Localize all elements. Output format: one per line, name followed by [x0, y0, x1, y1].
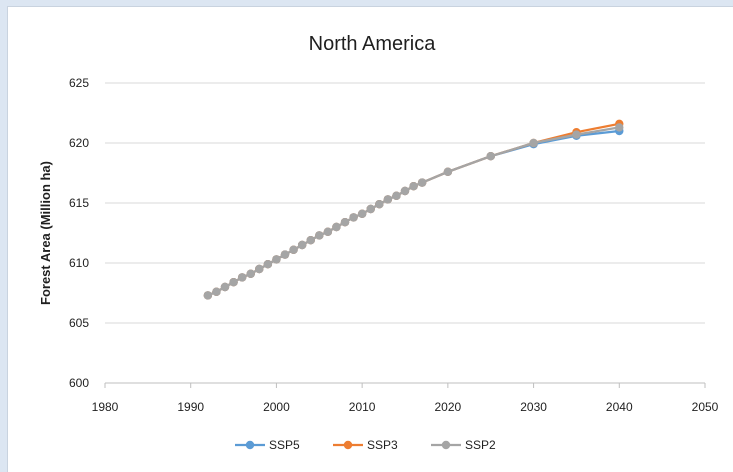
series: [203, 119, 624, 300]
legend-label: SSP5: [269, 438, 300, 452]
series-line: [207, 122, 620, 297]
data-point: [246, 269, 255, 278]
data-point: [203, 291, 213, 300]
data-point: [349, 213, 358, 222]
x-tick-label: 2040: [606, 400, 633, 414]
legend-item-ssp2: SSP2: [431, 438, 496, 452]
legend-label: SSP2: [465, 438, 496, 452]
legend-label: SSP3: [367, 438, 398, 452]
series-ssp3: [203, 119, 624, 300]
series-line: [207, 129, 620, 297]
legend-marker: [343, 440, 353, 450]
data-point: [237, 273, 247, 282]
data-point: [409, 182, 418, 191]
axes: 600 605 610 615 620 625 1980 1990 2000 2010 2020 20…: [69, 76, 719, 414]
chart-frame: [7, 6, 733, 472]
data-point: [263, 260, 273, 269]
y-tick-label: 605: [69, 316, 89, 330]
series-ssp2: [203, 123, 624, 300]
data-point: [357, 209, 367, 218]
data-point: [572, 130, 581, 139]
data-point: [400, 186, 410, 196]
data-point: [229, 278, 238, 287]
data-point: [220, 282, 230, 292]
y-tick-label: 610: [69, 256, 89, 270]
legend-item-ssp5: SSP5: [235, 438, 300, 452]
x-tick-label: 2000: [263, 400, 290, 414]
y-tick-label: 615: [69, 196, 89, 210]
data-point: [297, 240, 307, 250]
grid: [105, 82, 705, 324]
series-line: [207, 126, 620, 297]
x-tick-label: 1980: [92, 400, 119, 414]
data-point: [366, 204, 375, 214]
legend-marker: [441, 440, 451, 450]
data-point: [529, 138, 538, 148]
x-tick-label: 1990: [177, 400, 204, 414]
data-point: [323, 227, 333, 236]
series-ssp5: [203, 126, 624, 300]
data-point: [417, 178, 427, 187]
data-point: [212, 287, 221, 296]
x-tick-label: 2020: [435, 400, 462, 414]
y-tick-label: 600: [69, 376, 89, 390]
x-tick-label: 2010: [349, 400, 376, 414]
data-point: [289, 245, 298, 254]
data-point: [332, 222, 341, 232]
data-point: [443, 167, 453, 176]
x-tick-label: 2030: [520, 400, 547, 414]
data-point: [315, 231, 324, 240]
data-point: [340, 218, 350, 227]
x-tick-label: 2050: [692, 400, 719, 414]
data-point: [486, 152, 495, 161]
y-axis-label: Forest Area (Million ha): [38, 161, 53, 305]
data-point: [272, 255, 281, 264]
legend: SSP5 SSP3 SSP2: [235, 438, 496, 452]
data-point: [375, 200, 384, 209]
y-tick-label: 625: [69, 76, 89, 90]
data-point: [255, 264, 264, 274]
y-tick-label: 620: [69, 136, 89, 150]
legend-item-ssp3: SSP3: [333, 438, 398, 452]
legend-marker: [245, 440, 255, 450]
data-point: [383, 195, 393, 204]
data-point: [306, 236, 315, 245]
data-point: [392, 191, 401, 200]
data-point: [615, 123, 624, 132]
data-point: [280, 250, 290, 259]
chart-title: North America: [309, 33, 437, 55]
